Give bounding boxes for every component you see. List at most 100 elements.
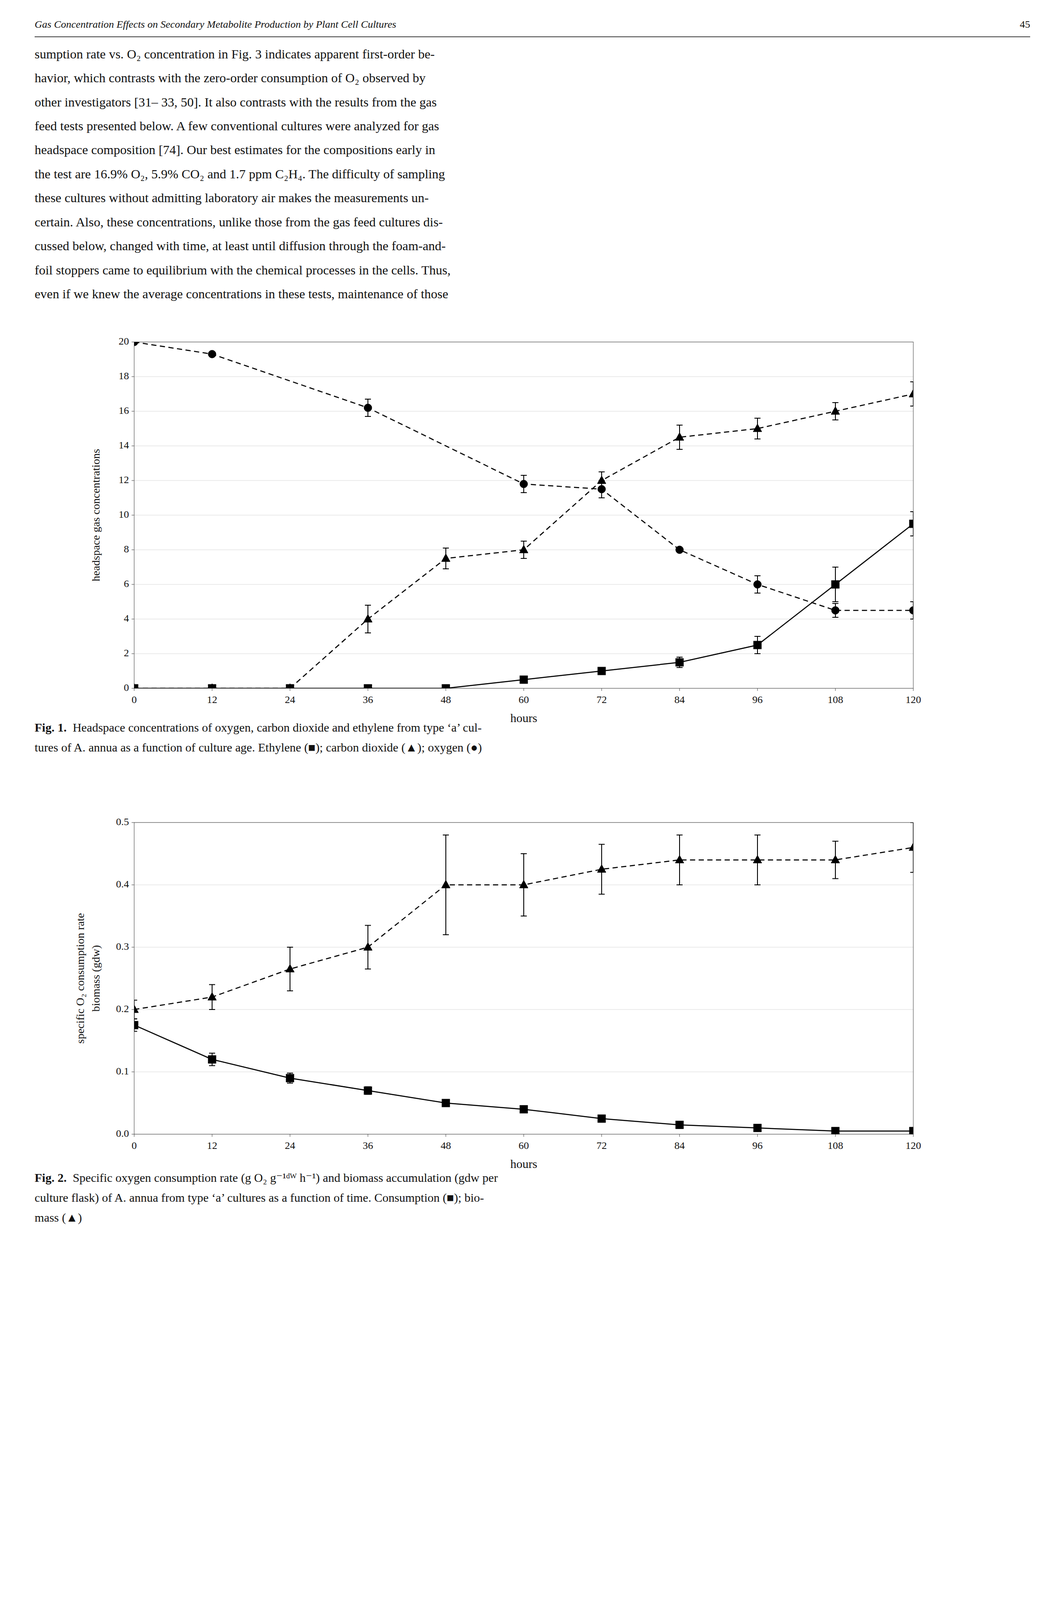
error-cap bbox=[442, 934, 449, 935]
tick-mark bbox=[601, 1134, 603, 1137]
point-marker bbox=[597, 475, 606, 484]
series bbox=[134, 511, 914, 689]
error-cap bbox=[286, 946, 294, 948]
error-cap bbox=[754, 575, 761, 577]
body-line: certain. Also, these concentrations, unl… bbox=[34, 214, 443, 229]
error-cap bbox=[364, 632, 371, 634]
point-marker bbox=[908, 842, 914, 851]
body-line: feed tests presented below. A few conven… bbox=[34, 118, 439, 133]
error-cap bbox=[910, 511, 914, 513]
tick-mark bbox=[131, 341, 135, 343]
point-marker bbox=[363, 614, 373, 622]
tick-mark bbox=[835, 688, 836, 691]
error-cap bbox=[910, 871, 914, 873]
error-cap bbox=[832, 601, 839, 603]
tick-label: 2 bbox=[123, 647, 129, 659]
grid-line bbox=[134, 376, 914, 378]
point-marker bbox=[286, 684, 294, 689]
tick-label: 0 bbox=[131, 1139, 137, 1151]
error-cap bbox=[442, 547, 449, 549]
plot-data bbox=[134, 822, 914, 1135]
error-cap bbox=[209, 1052, 216, 1054]
grid-line bbox=[134, 1071, 914, 1073]
error-cap bbox=[754, 884, 761, 886]
point-marker bbox=[286, 1073, 294, 1082]
error-cap bbox=[598, 488, 605, 490]
error-cap bbox=[676, 667, 683, 668]
error-cap bbox=[676, 884, 683, 886]
grid-line bbox=[134, 618, 914, 620]
error-cap bbox=[209, 1065, 216, 1067]
y-axis-label-line: headspace gas concentrations bbox=[89, 448, 103, 582]
tick-mark bbox=[523, 1134, 525, 1137]
error-cap bbox=[910, 381, 914, 383]
body-line: other investigators [31– 33, 50]. It als… bbox=[34, 94, 437, 110]
error-cap bbox=[676, 424, 683, 426]
series-line bbox=[134, 341, 914, 611]
tick-label: 0.4 bbox=[116, 878, 129, 890]
point-marker bbox=[441, 684, 450, 689]
tick-mark bbox=[131, 411, 135, 412]
series bbox=[134, 1018, 914, 1135]
error-cap bbox=[520, 492, 527, 494]
point-marker bbox=[285, 964, 295, 973]
chart: 0246810121416182001224364860728496108120… bbox=[89, 335, 922, 726]
tick-mark bbox=[131, 1009, 135, 1010]
point-marker bbox=[134, 341, 139, 346]
error-cap bbox=[598, 893, 605, 895]
tick-label: 12 bbox=[206, 693, 218, 706]
tick-mark bbox=[131, 1071, 135, 1073]
tick-mark bbox=[835, 1134, 836, 1137]
error-cap bbox=[910, 618, 914, 620]
point-marker bbox=[364, 1086, 372, 1095]
tick-label: 96 bbox=[752, 1139, 763, 1151]
error-cap bbox=[442, 834, 449, 836]
point-marker bbox=[519, 544, 529, 553]
point-marker bbox=[208, 1055, 216, 1064]
caption-line: Headspace concentrations of oxygen, carb… bbox=[72, 720, 482, 735]
error-cap bbox=[209, 983, 216, 985]
body-line: cussed below, changed with time, at leas… bbox=[34, 238, 446, 253]
error-cap bbox=[520, 540, 527, 542]
error-cap bbox=[676, 448, 683, 450]
tick-label: 48 bbox=[440, 693, 452, 706]
point-marker bbox=[753, 1124, 762, 1132]
body-line: foil stoppers came to equilibrium with t… bbox=[34, 262, 451, 278]
tick-label: 12 bbox=[206, 1139, 218, 1151]
error-cap bbox=[442, 568, 449, 570]
tick-mark bbox=[131, 515, 135, 516]
error-cap bbox=[520, 853, 527, 854]
error-cap bbox=[676, 656, 683, 658]
tick-label: 12 bbox=[118, 473, 129, 486]
error-cap bbox=[910, 405, 914, 407]
caption-label: Fig. 2. bbox=[34, 1170, 67, 1185]
point-marker bbox=[519, 1105, 528, 1113]
error-cap bbox=[832, 602, 839, 604]
caption-line: tures of A. annua as a function of cultu… bbox=[34, 740, 482, 755]
tick-mark bbox=[131, 549, 135, 551]
tick-mark bbox=[131, 1134, 135, 1135]
tick-label: 72 bbox=[596, 1139, 607, 1151]
tick-label: 108 bbox=[827, 1139, 844, 1151]
error-cap bbox=[832, 566, 839, 568]
tick-mark bbox=[212, 688, 213, 691]
grid-line bbox=[134, 584, 914, 585]
y-axis-label-line: biomass (gdw) bbox=[89, 944, 103, 1012]
series bbox=[134, 822, 914, 1019]
error-cap bbox=[364, 924, 371, 926]
tick-mark bbox=[131, 584, 135, 585]
caption-line: Specific oxygen consumption rate (g O₂ g… bbox=[72, 1170, 499, 1185]
series-line bbox=[134, 1024, 914, 1132]
tick-mark bbox=[131, 653, 135, 655]
error-cap bbox=[364, 398, 371, 400]
tick-mark bbox=[131, 480, 135, 481]
point-marker bbox=[441, 553, 451, 562]
point-marker bbox=[364, 684, 372, 689]
tick-mark bbox=[757, 688, 758, 691]
point-marker bbox=[675, 855, 684, 864]
tick-mark bbox=[445, 1134, 447, 1137]
point-marker bbox=[364, 403, 372, 412]
error-cap bbox=[134, 1030, 138, 1032]
x-axis-label: hours bbox=[510, 711, 538, 725]
error-cap bbox=[134, 999, 138, 1001]
